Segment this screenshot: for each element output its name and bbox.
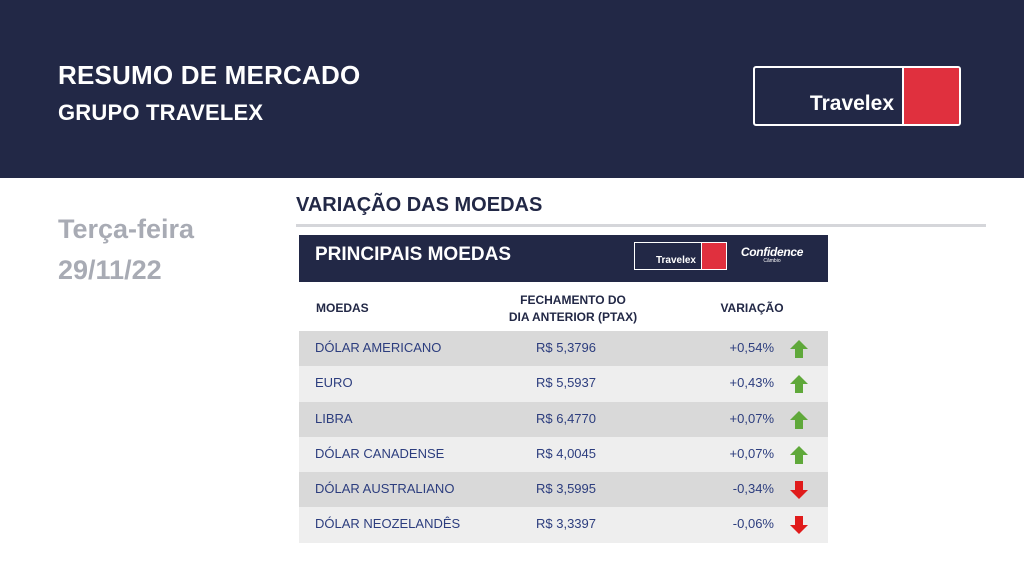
- closing-value: R$ 3,3397: [536, 516, 596, 532]
- closing-value: R$ 5,5937: [536, 375, 596, 391]
- travelex-logo: Travelex: [753, 66, 961, 126]
- arrow-up-icon: [789, 374, 809, 394]
- header-banner: RESUMO DE MERCADO GRUPO TRAVELEX Travele…: [0, 0, 1024, 178]
- card-header: PRINCIPAIS MOEDAS Travelex Confidence Câ…: [299, 235, 828, 282]
- section-divider: [296, 224, 986, 227]
- fechamento-line1: FECHAMENTO DO: [520, 293, 626, 307]
- arrow-up-icon: [789, 410, 809, 430]
- column-header-variacao: VARIAÇÃO: [720, 301, 784, 315]
- weekday-label: Terça-feira: [58, 214, 195, 244]
- column-header-fechamento: FECHAMENTO DO DIA ANTERIOR (PTAX): [488, 292, 658, 326]
- page-subtitle: GRUPO TRAVELEX: [58, 100, 264, 125]
- currency-name: EURO: [315, 375, 353, 391]
- arrow-down-icon: [789, 480, 809, 500]
- column-header-moedas: MOEDAS: [316, 301, 369, 315]
- logo-red-block: [902, 68, 959, 124]
- variation-value: +0,43%: [729, 375, 774, 391]
- variation-value: -0,06%: [732, 516, 774, 532]
- currency-name: DÓLAR AMERICANO: [315, 340, 442, 355]
- closing-value: R$ 5,3796: [536, 340, 596, 355]
- currency-name: LIBRA: [315, 410, 353, 426]
- card-title: PRINCIPAIS MOEDAS: [315, 244, 512, 265]
- confidence-logo: Confidence Câmbio: [738, 245, 806, 264]
- arrow-down-icon: [789, 515, 809, 535]
- currency-name: DÓLAR AUSTRALIANO: [315, 481, 455, 497]
- currency-name: DÓLAR CANADENSE: [315, 445, 445, 461]
- currency-table: DÓLAR AMERICANO R$ 5,3796 +0,54% EURO R$…: [299, 331, 828, 543]
- closing-value: R$ 3,5995: [536, 481, 596, 497]
- confidence-name: Confidence: [740, 245, 804, 259]
- mini-logo-text: Travelex: [655, 255, 696, 266]
- section-title: VARIAÇÃO DAS MOEDAS: [296, 194, 543, 216]
- travelex-mini-logo: Travelex: [634, 242, 727, 270]
- logo-text: Travelex: [809, 92, 894, 115]
- currency-name: DÓLAR NEOZELANDÊS: [315, 516, 461, 532]
- table-row: DÓLAR CANADENSE R$ 4,0045 +0,07%: [299, 436, 828, 473]
- variation-value: -0,34%: [732, 481, 774, 497]
- table-row: DÓLAR AUSTRALIANO R$ 3,5995 -0,34%: [299, 472, 828, 508]
- variation-value: +0,07%: [729, 445, 774, 461]
- closing-value: R$ 6,4770: [536, 410, 596, 426]
- table-row: DÓLAR AMERICANO R$ 5,3796 +0,54%: [299, 331, 828, 367]
- fechamento-line2: DIA ANTERIOR (PTAX): [508, 310, 638, 324]
- confidence-sub: Câmbio: [763, 258, 781, 264]
- arrow-up-icon: [789, 445, 809, 465]
- closing-value: R$ 4,0045: [536, 445, 596, 461]
- page-title: RESUMO DE MERCADO: [58, 60, 361, 90]
- table-row: LIBRA R$ 6,4770 +0,07%: [299, 401, 828, 437]
- variation-value: +0,54%: [729, 340, 774, 355]
- variation-value: +0,07%: [729, 410, 774, 426]
- mini-logo-red-block: [701, 243, 726, 269]
- table-row: EURO R$ 5,5937 +0,43%: [299, 366, 828, 402]
- arrow-up-icon: [789, 339, 809, 359]
- date-label: 29/11/22: [58, 255, 162, 285]
- table-row: DÓLAR NEOZELANDÊS R$ 3,3397 -0,06%: [299, 507, 828, 543]
